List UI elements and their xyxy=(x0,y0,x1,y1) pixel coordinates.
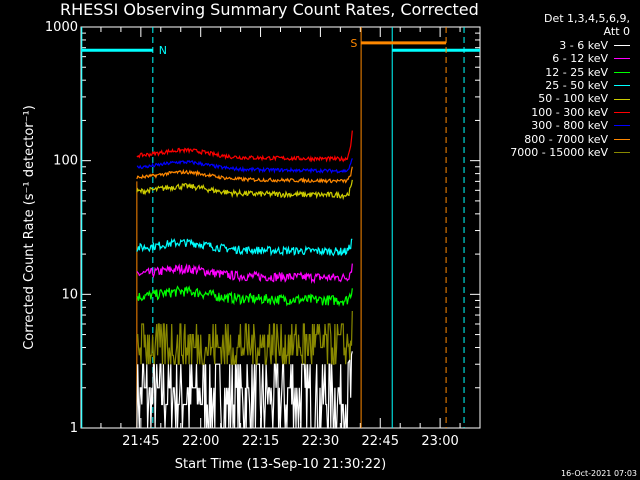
timestamp: 16-Oct-2021 07:03 xyxy=(561,469,637,478)
x-tick-label: 21:45 xyxy=(122,434,159,449)
legend-entry-label: 6 - 12 keV xyxy=(552,52,608,66)
series-line-3 xyxy=(136,237,353,257)
x-axis-label: Start Time (13-Sep-10 21:30:22) xyxy=(175,457,386,472)
legend-attenuator: Att 0 xyxy=(603,25,630,39)
legend-entry: 300 - 800 keV xyxy=(482,119,630,132)
legend-entry-label: 7000 - 15000 keV xyxy=(510,146,608,160)
y-axis-label: Corrected Count Rate (s⁻¹ detector⁻¹) xyxy=(22,105,37,350)
legend-entry-label: 800 - 7000 keV xyxy=(524,132,608,146)
legend-entry-label: 25 - 50 keV xyxy=(545,79,608,93)
night-label: N xyxy=(159,44,167,57)
x-tick-label: 23:00 xyxy=(421,434,458,449)
series-line-0 xyxy=(136,351,353,429)
x-tick-label: 22:00 xyxy=(182,434,219,449)
legend-entry-label: 12 - 25 keV xyxy=(545,65,608,79)
legend-swatch xyxy=(614,125,630,127)
series-line-6 xyxy=(136,158,353,174)
legend-swatch xyxy=(614,98,630,100)
legend-detectors: Det 1,3,4,5,6,9, xyxy=(543,12,630,25)
legend-entry: 50 - 100 keV xyxy=(482,92,630,105)
legend-entry: 25 - 50 keV xyxy=(482,79,630,92)
legend-swatch xyxy=(614,85,630,87)
legend-swatch xyxy=(614,138,630,140)
plot-frame xyxy=(80,26,481,429)
saa-label: S xyxy=(350,37,357,50)
series-line-4 xyxy=(136,179,353,201)
y-tick-label: 10 xyxy=(61,287,78,302)
legend-entry: 6 - 12 keV xyxy=(482,52,630,65)
legend-rows: 3 - 6 keV 6 - 12 keV 12 - 25 keV 25 - 50 ke… xyxy=(482,39,630,160)
legend-entry: 7000 - 15000 keV xyxy=(482,146,630,159)
series-line-5 xyxy=(136,130,353,163)
series-line-7 xyxy=(136,166,353,184)
legend-entry: 3 - 6 keV xyxy=(482,39,630,52)
legend: Det 1,3,4,5,6,9, Att 0 3 - 6 keV 6 - 12 k… xyxy=(482,12,630,159)
series-line-2 xyxy=(136,285,353,307)
legend-swatch xyxy=(614,112,630,114)
legend-entry: 800 - 7000 keV xyxy=(482,133,630,146)
legend-entry-label: 50 - 100 keV xyxy=(538,92,608,106)
y-tick-label: 1 xyxy=(70,421,78,436)
series-line-8 xyxy=(136,310,353,365)
legend-swatch xyxy=(614,58,630,60)
legend-entry: 100 - 300 keV xyxy=(482,106,630,119)
legend-entry-label: 300 - 800 keV xyxy=(531,119,608,133)
series-line-1 xyxy=(136,263,353,284)
legend-swatch xyxy=(614,71,630,73)
legend-entry: 12 - 25 keV xyxy=(482,66,630,79)
legend-entry-label: 100 - 300 keV xyxy=(531,105,608,119)
x-tick-label: 22:45 xyxy=(362,434,399,449)
chart-title: RHESSI Observing Summary Count Rates, Co… xyxy=(60,0,479,19)
y-tick-label: 1000 xyxy=(45,20,78,35)
legend-entry-label: 3 - 6 keV xyxy=(559,38,608,52)
y-tick-label: 100 xyxy=(53,154,78,169)
legend-swatch xyxy=(614,152,630,154)
x-tick-label: 22:30 xyxy=(302,434,339,449)
legend-swatch xyxy=(614,45,630,47)
x-tick-label: 22:15 xyxy=(242,434,279,449)
